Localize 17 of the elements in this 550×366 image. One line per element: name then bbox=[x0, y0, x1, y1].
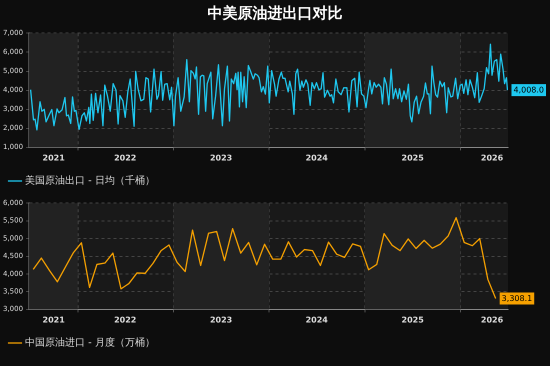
x-tick-label: 2026 bbox=[480, 153, 504, 162]
x-tick-label: 2024 bbox=[306, 315, 328, 324]
chart-title: 中美原油进出口对比 bbox=[206, 3, 344, 24]
legend-label: 中国原油进口 - 月度（万桶） bbox=[25, 336, 155, 349]
x-tick-label: 2023 bbox=[210, 315, 232, 324]
x-tick-label: 2024 bbox=[306, 153, 328, 162]
x-tick-label: 2022 bbox=[114, 315, 136, 324]
x-tick-label: 2021 bbox=[42, 315, 66, 324]
x-tick-label: 2025 bbox=[401, 315, 424, 324]
data-label: 3,308.1 bbox=[502, 294, 532, 304]
x-tick-label: 2025 bbox=[401, 153, 424, 162]
x-tick-label: 2026 bbox=[480, 315, 504, 324]
legend-label: 美国原油出口 - 日均（千桶） bbox=[25, 174, 155, 187]
x-tick-label: 2021 bbox=[42, 153, 66, 162]
x-tick-label: 2023 bbox=[210, 153, 232, 162]
x-tick-label: 2022 bbox=[114, 153, 136, 162]
data-label: 4,008.0 bbox=[513, 86, 544, 95]
